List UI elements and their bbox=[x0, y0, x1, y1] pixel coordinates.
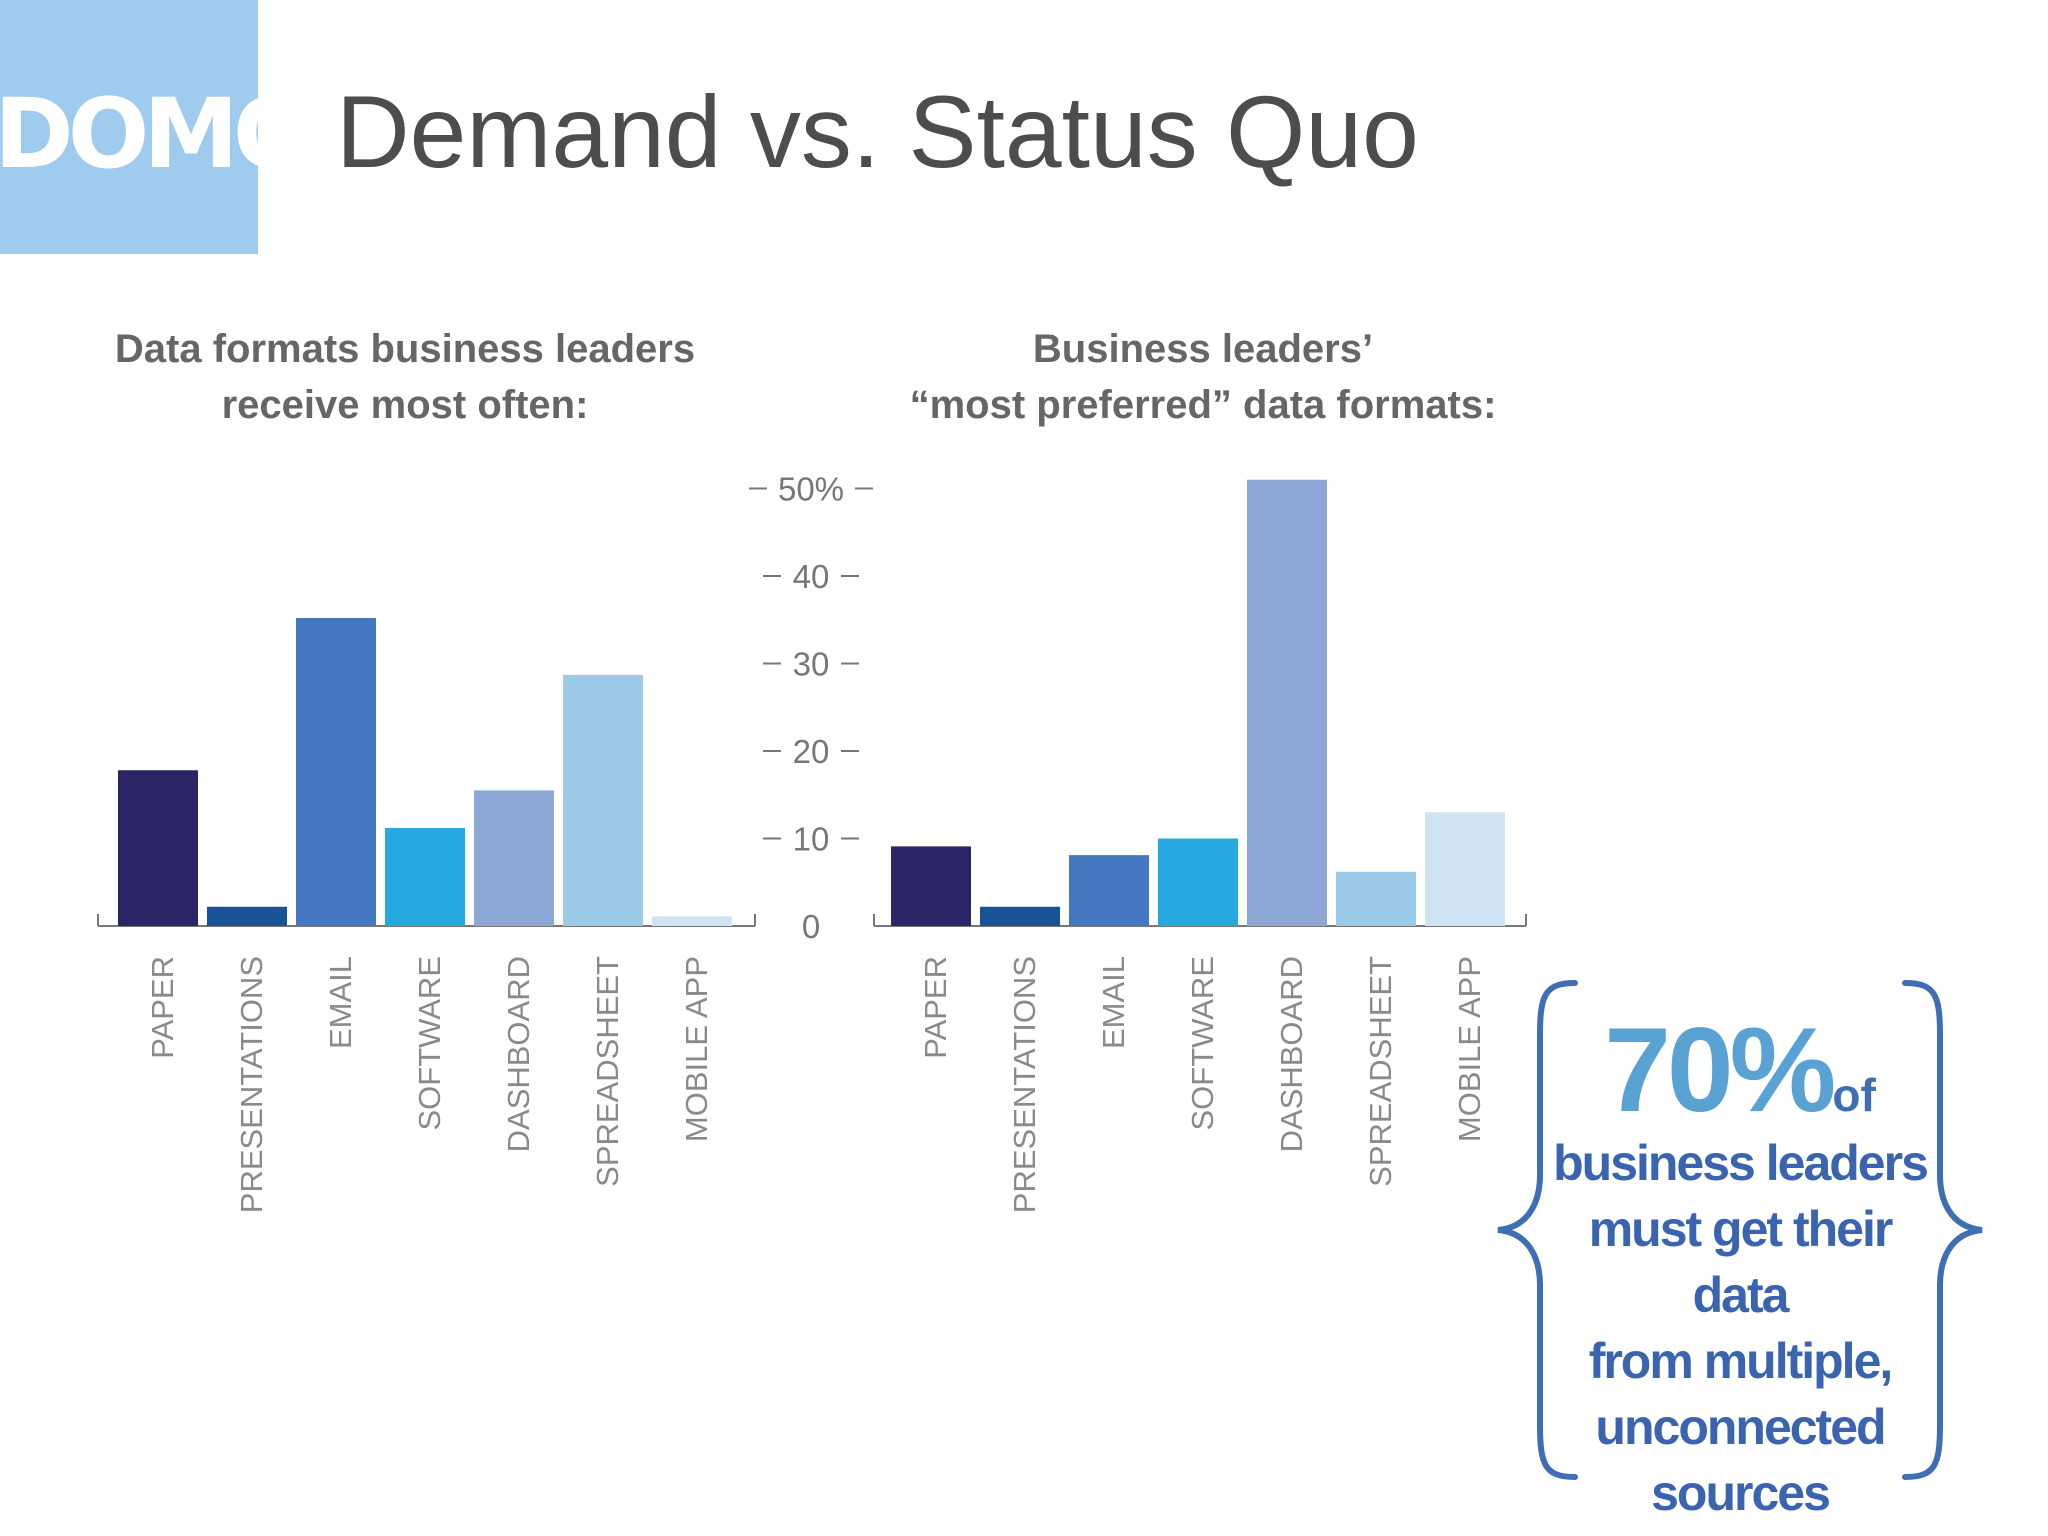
callout-line-4: unconnected bbox=[1595, 1399, 1886, 1455]
left-brace-icon bbox=[1497, 980, 1578, 1480]
chart-left-category-label: EMAIL bbox=[323, 956, 358, 1049]
chart-left-category-label: MOBILE APP bbox=[679, 956, 714, 1142]
chart-left-title-line-2: receive most often: bbox=[222, 383, 589, 427]
callout-percent: 70% bbox=[1604, 1003, 1836, 1137]
chart-left-bar-mobile-app bbox=[652, 916, 732, 926]
chart-right-category-label: PAPER bbox=[918, 956, 953, 1059]
chart-left-bar-software bbox=[385, 828, 465, 926]
chart-right-category-label: PRESENTATIONS bbox=[1007, 956, 1042, 1213]
right-brace-icon bbox=[1902, 980, 1983, 1480]
chart-right-bar-software bbox=[1158, 838, 1238, 926]
y-axis-tick-label: 40 bbox=[793, 558, 830, 595]
callout-of: of bbox=[1832, 1069, 1876, 1121]
chart-right-category-label: MOBILE APP bbox=[1452, 956, 1487, 1142]
chart-left-bar-presentations bbox=[207, 906, 287, 926]
callout-line-5: sources bbox=[1651, 1465, 1831, 1521]
chart-left-category-label: PRESENTATIONS bbox=[234, 956, 269, 1213]
chart-right-bar-dashboard bbox=[1247, 479, 1327, 926]
chart-right-bar-presentations bbox=[980, 906, 1060, 926]
callout-text: 70%of business leaders must get their da… bbox=[1540, 1010, 1940, 1526]
chart-left-category-label: SOFTWARE bbox=[412, 956, 447, 1131]
domo-logo: DOMO bbox=[0, 0, 258, 254]
logo-text: DOMO bbox=[0, 78, 258, 190]
chart-right-title-line-1: Business leaders’ bbox=[1033, 327, 1373, 371]
callout-line-2: must get their data bbox=[1588, 1201, 1894, 1323]
chart-left-bar-email bbox=[296, 618, 376, 926]
chart-left-category-label: SPREADSHEET bbox=[590, 956, 625, 1187]
callout-braces bbox=[1497, 980, 1983, 1480]
chart-right-category-label: SPREADSHEET bbox=[1363, 956, 1398, 1187]
chart-left-category-label: PAPER bbox=[145, 956, 180, 1059]
chart-right-bar-paper bbox=[891, 846, 971, 926]
chart-left-bar-paper bbox=[118, 770, 198, 926]
y-axis-tick-label: 10 bbox=[793, 821, 830, 858]
slide-title: Demand vs. Status Quo bbox=[336, 75, 1419, 189]
y-axis-tick-label: 30 bbox=[793, 646, 830, 683]
chart-left-category-label: DASHBOARD bbox=[501, 956, 536, 1152]
y-axis-tick-label: 20 bbox=[793, 733, 830, 770]
y-axis-tick-label: 0 bbox=[802, 908, 820, 945]
y-axis-tick-label: 50% bbox=[778, 471, 844, 508]
callout-line-3: from multiple, bbox=[1588, 1333, 1894, 1389]
chart-right-bar-email bbox=[1069, 855, 1149, 926]
chart-right-bar-mobile-app bbox=[1425, 812, 1505, 926]
chart-right-category-label: SOFTWARE bbox=[1185, 956, 1220, 1131]
chart-left-bar-spreadsheet bbox=[563, 674, 643, 926]
chart-right-title-line-2: “most preferred” data formats: bbox=[910, 383, 1497, 427]
chart-right-bar-spreadsheet bbox=[1336, 871, 1416, 926]
chart-right-category-label: DASHBOARD bbox=[1274, 956, 1309, 1152]
chart-left-bar-dashboard bbox=[474, 790, 554, 926]
chart-left-title-line-1: Data formats business leaders bbox=[115, 327, 695, 371]
chart-right-category-label: EMAIL bbox=[1096, 956, 1131, 1049]
callout-line-1: business leaders bbox=[1553, 1135, 1929, 1191]
